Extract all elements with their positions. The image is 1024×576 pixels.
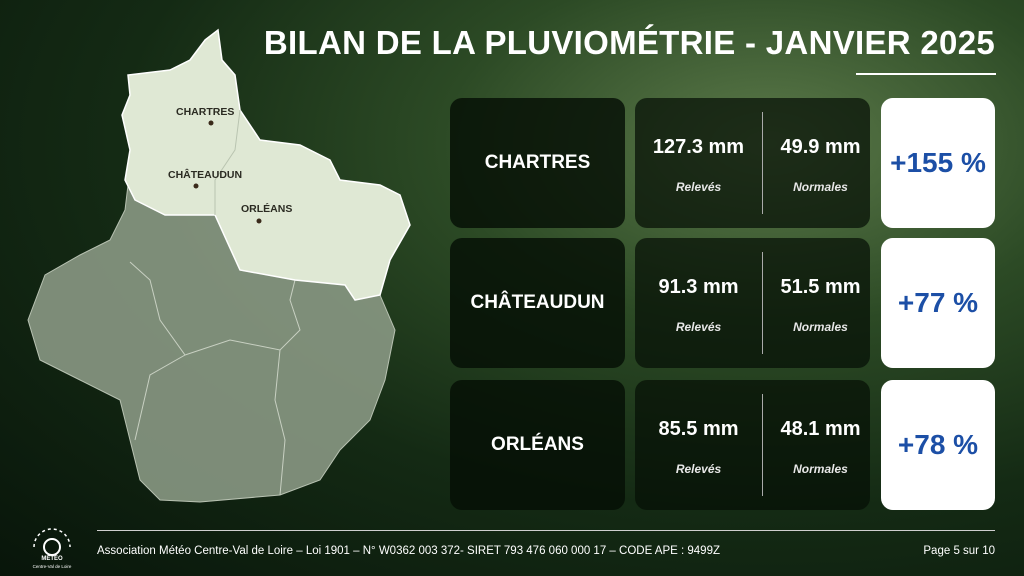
deviation-card: +78 % <box>881 380 995 510</box>
title-underline <box>856 73 996 75</box>
map-north <box>121 28 411 301</box>
logo-name: MÉTÉO <box>41 556 63 562</box>
city-dot <box>208 120 214 126</box>
divider <box>762 252 763 354</box>
map-label: CHARTRES <box>176 106 234 118</box>
city-card: CHARTRES <box>450 98 625 228</box>
logo-icon <box>33 528 71 556</box>
values-card: 91.3 mm Relevés 51.5 mm Normales <box>635 238 870 368</box>
footer-rule <box>97 530 995 531</box>
city-dot <box>256 218 262 224</box>
city-card: ORLÉANS <box>450 380 625 510</box>
normal-label: Normales <box>793 462 848 476</box>
footer-text: Association Météo Centre-Val de Loire – … <box>97 545 720 557</box>
measured-value: 91.3 mm <box>658 276 739 298</box>
logo-region: Centre-Val de Loire <box>32 564 72 569</box>
deviation-card: +155 % <box>881 98 995 228</box>
map-label: ORLÉANS <box>241 202 292 215</box>
region-map: CHARTRES CHÂTEAUDUN ORLÉANS <box>27 28 411 503</box>
values-card: 127.3 mm Relevés 49.9 mm Normales <box>635 98 870 228</box>
measured-label: Relevés <box>675 462 722 476</box>
map-border <box>214 109 241 215</box>
map-border <box>184 279 301 356</box>
normal-value: 48.1 mm <box>780 418 861 440</box>
measured-label: Relevés <box>675 320 722 334</box>
normal-value: 49.9 mm <box>780 136 861 158</box>
normal-label: Normales <box>793 320 848 334</box>
map-border <box>129 261 186 441</box>
city-dot <box>193 183 199 189</box>
normal-label: Normales <box>793 180 848 194</box>
measured-label: Relevés <box>675 180 722 194</box>
map-border <box>274 349 286 496</box>
measured-value: 85.5 mm <box>658 418 739 440</box>
values-card: 85.5 mm Relevés 48.1 mm Normales <box>635 380 870 510</box>
divider <box>762 112 763 214</box>
logo-sun <box>43 538 61 556</box>
title: BILAN DE LA PLUVIOMÉTRIE - JANVIER 2025 <box>263 24 995 61</box>
map-label: CHÂTEAUDUN <box>168 168 242 181</box>
measured-value: 127.3 mm <box>652 136 745 158</box>
city-card: CHÂTEAUDUN <box>450 238 625 368</box>
normal-value: 51.5 mm <box>780 276 861 298</box>
divider <box>762 394 763 496</box>
page-number: Page 5 sur 10 <box>923 545 995 557</box>
deviation-card: +77 % <box>881 238 995 368</box>
logo-rays <box>33 528 71 548</box>
